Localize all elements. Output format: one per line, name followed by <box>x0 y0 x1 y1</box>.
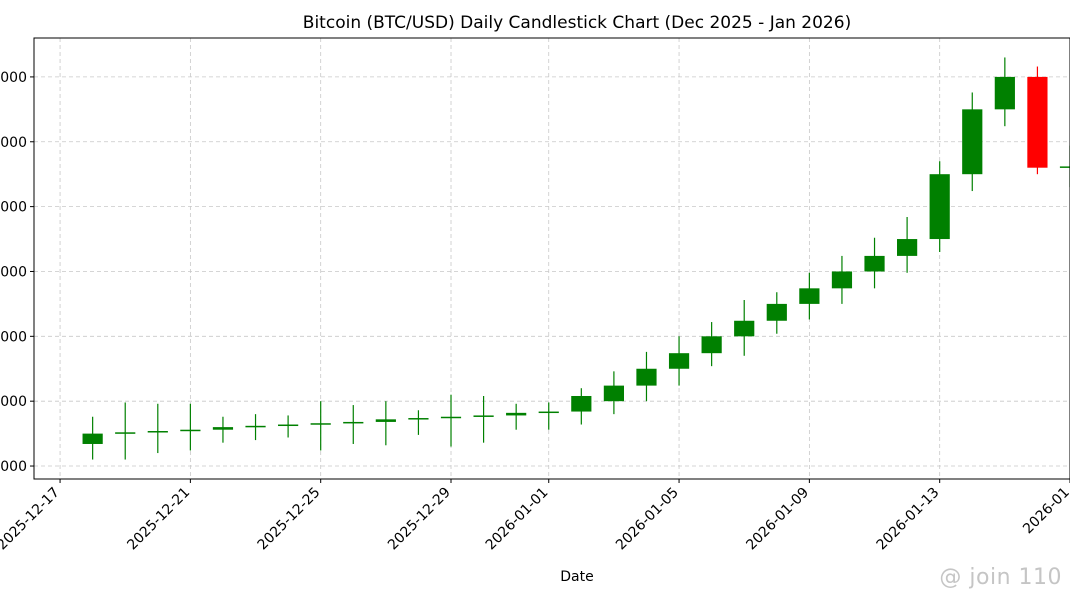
candle-body <box>180 429 201 432</box>
chart-title: Bitcoin (BTC/USD) Daily Candlestick Char… <box>303 13 851 33</box>
candle <box>1027 66 1048 175</box>
candle <box>701 322 722 367</box>
candle-body <box>962 109 983 175</box>
candle <box>864 237 885 289</box>
candle <box>82 416 103 460</box>
candle-body <box>929 174 950 240</box>
candle <box>1059 145 1070 188</box>
candle <box>245 414 266 441</box>
y-tick-label: 000 <box>0 394 27 410</box>
candle-body <box>571 395 592 412</box>
candle <box>147 403 168 454</box>
candle <box>994 57 1015 127</box>
candle <box>734 300 755 356</box>
plot-frame <box>33 37 1070 480</box>
candle <box>962 92 983 192</box>
candle-body <box>147 431 168 433</box>
candle <box>375 401 396 446</box>
candle-body <box>278 424 299 427</box>
candle <box>408 410 429 435</box>
candle <box>538 402 559 430</box>
candle <box>278 415 299 438</box>
candle <box>343 405 364 444</box>
y-axis-ticks: 000 000 000 000 000 000 000 <box>0 70 34 475</box>
candle <box>766 292 787 334</box>
candle-body <box>538 411 559 414</box>
candle-body <box>994 76 1015 110</box>
candle <box>929 161 950 253</box>
candle <box>668 336 690 386</box>
watermark: @ join 110 <box>939 565 1062 590</box>
candle-body <box>440 416 462 419</box>
candle <box>506 403 527 430</box>
candle-body <box>636 368 657 386</box>
candle <box>636 351 657 402</box>
candle-body <box>734 320 755 337</box>
candle <box>897 216 918 273</box>
candles <box>82 57 1070 460</box>
candle <box>180 403 201 451</box>
candle-body <box>799 288 820 304</box>
candle-body <box>701 336 722 354</box>
candle <box>212 416 234 443</box>
candle <box>310 401 331 451</box>
y-tick-label: 000 <box>0 135 27 151</box>
candle <box>440 394 462 447</box>
x-axis-label: Date <box>560 569 593 585</box>
candle-body <box>603 385 624 402</box>
candle <box>115 402 136 460</box>
candle-body <box>343 421 364 424</box>
candle-body <box>245 425 266 428</box>
y-tick-label: 000 <box>0 459 27 475</box>
candle-body <box>766 303 787 321</box>
candle-body <box>212 427 234 430</box>
candle-body <box>115 432 136 434</box>
y-tick-label: 000 <box>0 329 27 345</box>
candle <box>473 395 494 443</box>
candle <box>831 255 853 304</box>
candle-body <box>310 423 331 425</box>
candle-body <box>1059 166 1070 168</box>
candle-body <box>897 239 918 256</box>
y-tick-label: 000 <box>0 200 27 216</box>
candle-body <box>408 418 429 420</box>
candle-body <box>375 419 396 422</box>
candle <box>603 371 624 415</box>
candle <box>571 388 592 425</box>
candle-body <box>506 412 527 416</box>
y-tick-label: 000 <box>0 70 27 86</box>
candle-body <box>831 271 853 289</box>
candle-body <box>864 255 885 272</box>
candle <box>799 272 820 320</box>
candle-body <box>473 415 494 417</box>
candle-body <box>1027 76 1048 168</box>
candle-body <box>82 433 103 444</box>
y-tick-label: 000 <box>0 264 27 280</box>
candle-body <box>668 353 690 369</box>
